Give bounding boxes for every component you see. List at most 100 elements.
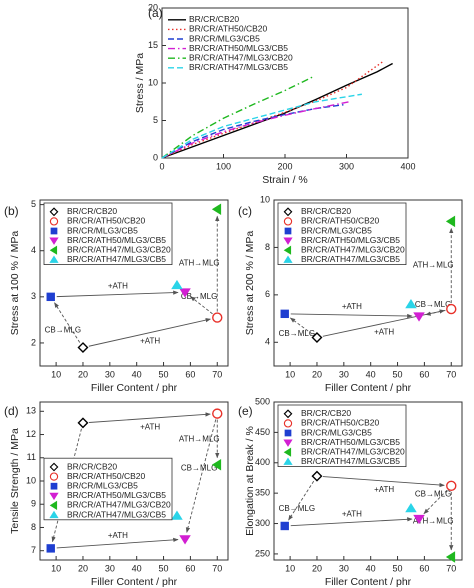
arrow: [289, 317, 313, 335]
arrow: [54, 302, 81, 343]
y-tick-label: 10: [26, 475, 36, 485]
legend-label: BR/CR/ATH47/MLG3/CB20: [301, 446, 405, 456]
y-tick-label: 13: [26, 406, 36, 416]
y-tick-label: 0: [153, 152, 158, 162]
legend-label: BR/CR/ATH47/MLG3/CB5: [301, 456, 400, 466]
stress-strain-line: [161, 62, 393, 159]
annotation: ATH→MLG: [413, 260, 454, 269]
x-axis-label: Strain / %: [262, 174, 308, 186]
data-point: [413, 514, 425, 525]
legend-frame: [43, 457, 173, 521]
annotation: ATH→MLG: [179, 434, 220, 443]
arrow: [322, 476, 445, 488]
plot-frame: [273, 401, 463, 561]
legend-frame: [43, 202, 173, 265]
data-point: [280, 521, 289, 531]
legend-label: BR/CR/MLG3/CB5: [301, 225, 372, 235]
legend-label: BR/CR/ATH47/MLG3/CB20: [189, 52, 293, 62]
legend-marker: [49, 510, 59, 519]
stress-strain-line: [161, 76, 313, 159]
annotation: +ATH: [374, 485, 394, 494]
x-axis-label: Filler Content / phr: [325, 382, 412, 394]
annotation: CB→MLG: [181, 463, 217, 472]
legend-label: BR/CR/ATH50/CB20: [301, 216, 380, 226]
annotation: +ATH: [140, 337, 160, 346]
x-tick-label: 10: [285, 563, 295, 573]
stress-strain-line: [161, 101, 350, 159]
y-axis-label: Stress at 100 % / MPa: [9, 231, 21, 336]
legend-label: BR/CR/CB20: [67, 461, 117, 471]
legend-frame: [277, 202, 407, 265]
legend-marker: [283, 245, 292, 255]
legend-label: BR/CR/ATH50/MLG3/CB5: [67, 490, 166, 500]
x-axis-label: Filler Content / phr: [91, 576, 178, 588]
arrow: [290, 517, 413, 527]
legend-label: BR/CR/ATH50/CB20: [67, 216, 146, 226]
arrow: [88, 412, 211, 423]
annotation: +ATH: [140, 422, 160, 431]
y-axis-label: Elongation at Break / %: [244, 426, 256, 536]
legend-label: BR/CR/ATH47/MLG3/CB5: [189, 62, 288, 72]
panel-label: (d): [4, 404, 19, 418]
x-tick-label: 200: [277, 161, 292, 171]
legend-marker: [49, 492, 59, 501]
legend-label: BR/CR/ATH47/MLG3/CB5: [67, 509, 166, 519]
annotation: +ATH: [108, 531, 128, 540]
y-axis-label: Stress at 200 % / MPa: [244, 231, 256, 336]
x-tick-label: 60: [185, 563, 195, 573]
legend: BR/CR/CB20BR/CR/ATH50/CB20BR/CR/MLG3/CB5…: [43, 202, 173, 265]
data-point: [46, 292, 55, 302]
legend-label: BR/CR/CB20: [189, 14, 239, 24]
legend-marker: [49, 217, 59, 226]
x-tick-label: 400: [400, 161, 415, 171]
data-point: [211, 203, 222, 215]
legend-marker: [283, 447, 292, 457]
x-tick-label: 10: [51, 563, 61, 573]
x-tick-label: 50: [393, 563, 403, 573]
x-tick-label: 60: [419, 563, 429, 573]
y-tick-label: 15: [148, 40, 158, 50]
x-tick-label: 30: [105, 369, 115, 379]
arrow: [322, 309, 445, 337]
y-tick-label: 10: [148, 77, 158, 87]
y-tick-label: 8: [31, 522, 36, 532]
y-tick-label: 500: [255, 396, 270, 406]
data-point: [311, 332, 323, 344]
annotation: ATH→MLG: [179, 259, 220, 268]
x-tick-label: 50: [159, 369, 169, 379]
legend-marker: [49, 462, 59, 472]
legend: BR/CR/CB20BR/CR/ATH50/CB20BR/CR/MLG3/CB5…: [168, 14, 293, 72]
data-point: [46, 544, 55, 553]
legend: BR/CR/CB20BR/CR/ATH50/CB20BR/CR/MLG3/CB5…: [277, 404, 407, 467]
data-point: [311, 470, 323, 482]
y-tick-label: 7: [31, 545, 36, 555]
plot-frame: [273, 199, 463, 367]
annotation: CB→MLG: [279, 504, 315, 513]
x-tick-label: 20: [312, 369, 322, 379]
stress-strain-line: [161, 60, 384, 159]
legend-label: BR/CR/ATH50/CB20: [189, 24, 268, 34]
data-point: [446, 480, 457, 492]
legend-marker: [283, 457, 293, 465]
legend-marker: [50, 482, 58, 490]
data-point: [445, 215, 456, 228]
x-tick-label: 50: [159, 563, 169, 573]
legend: BR/CR/CB20BR/CR/ATH50/CB20BR/CR/MLG3/CB5…: [43, 457, 173, 521]
annotation: +ATH: [374, 327, 394, 336]
legend-label: BR/CR/ATH50/MLG3/CB5: [67, 235, 166, 245]
legend-frame: [277, 404, 407, 467]
legend-label: BR/CR/CB20: [67, 206, 117, 216]
legend-marker: [284, 429, 292, 437]
legend-label: BR/CR/MLG3/CB5: [189, 33, 260, 43]
legend-label: BR/CR/ATH47/MLG3/CB5: [67, 254, 166, 264]
arrow: [51, 428, 82, 543]
y-tick-label: 400: [255, 457, 270, 467]
y-tick-label: 8: [265, 242, 270, 252]
arrow: [56, 537, 179, 549]
data-point: [211, 458, 222, 471]
stress-strain-line: [161, 104, 344, 159]
legend-marker: [284, 227, 292, 235]
y-tick-label: 11: [27, 452, 36, 462]
y-tick-label: 2: [31, 337, 36, 347]
panel-label: (e): [238, 404, 253, 418]
